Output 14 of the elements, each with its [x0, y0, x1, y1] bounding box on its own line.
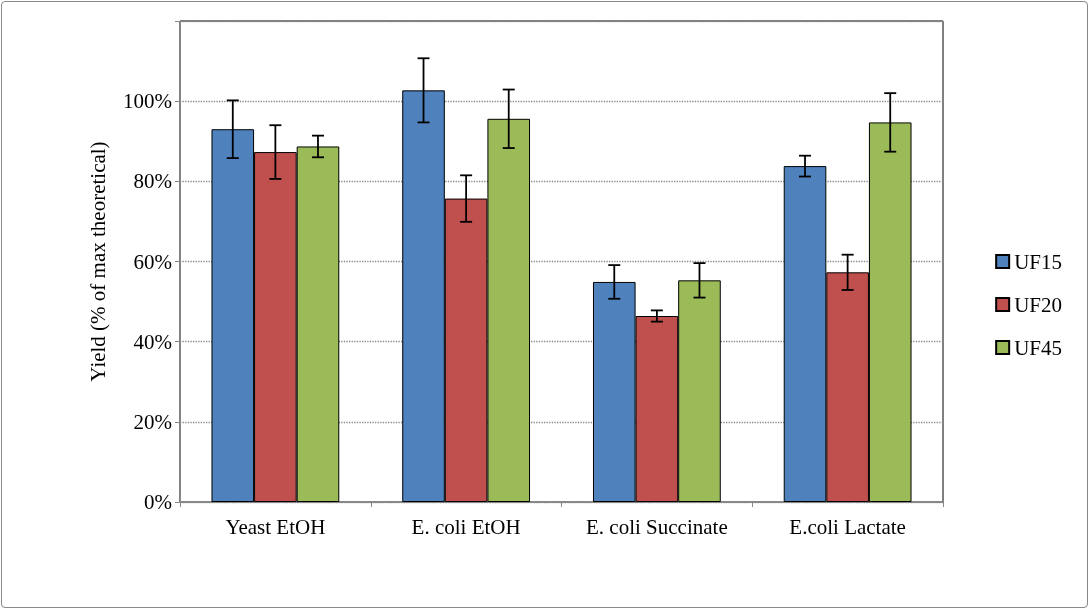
y-tick-label: 60% — [133, 249, 172, 274]
legend-label: UF15 — [1014, 249, 1063, 274]
x-tick-label: E. coli EtOH — [411, 514, 521, 539]
x-tick-label: E. coli Succinate — [586, 514, 728, 539]
y-tick-label: 80% — [133, 169, 172, 194]
x-tick-label: Yeast EtOH — [225, 514, 326, 539]
x-tick-label: E.coli Lactate — [789, 514, 906, 539]
y-axis-title: Yield (% of max theoretical) — [85, 141, 110, 382]
y-tick-label: 20% — [133, 409, 172, 434]
legend-label: UF20 — [1014, 292, 1063, 317]
legend-label: UF45 — [1014, 335, 1063, 360]
y-tick-label: 0% — [144, 490, 172, 514]
y-tick-label: 40% — [133, 329, 172, 354]
y-tick-label: 100% — [123, 89, 172, 114]
